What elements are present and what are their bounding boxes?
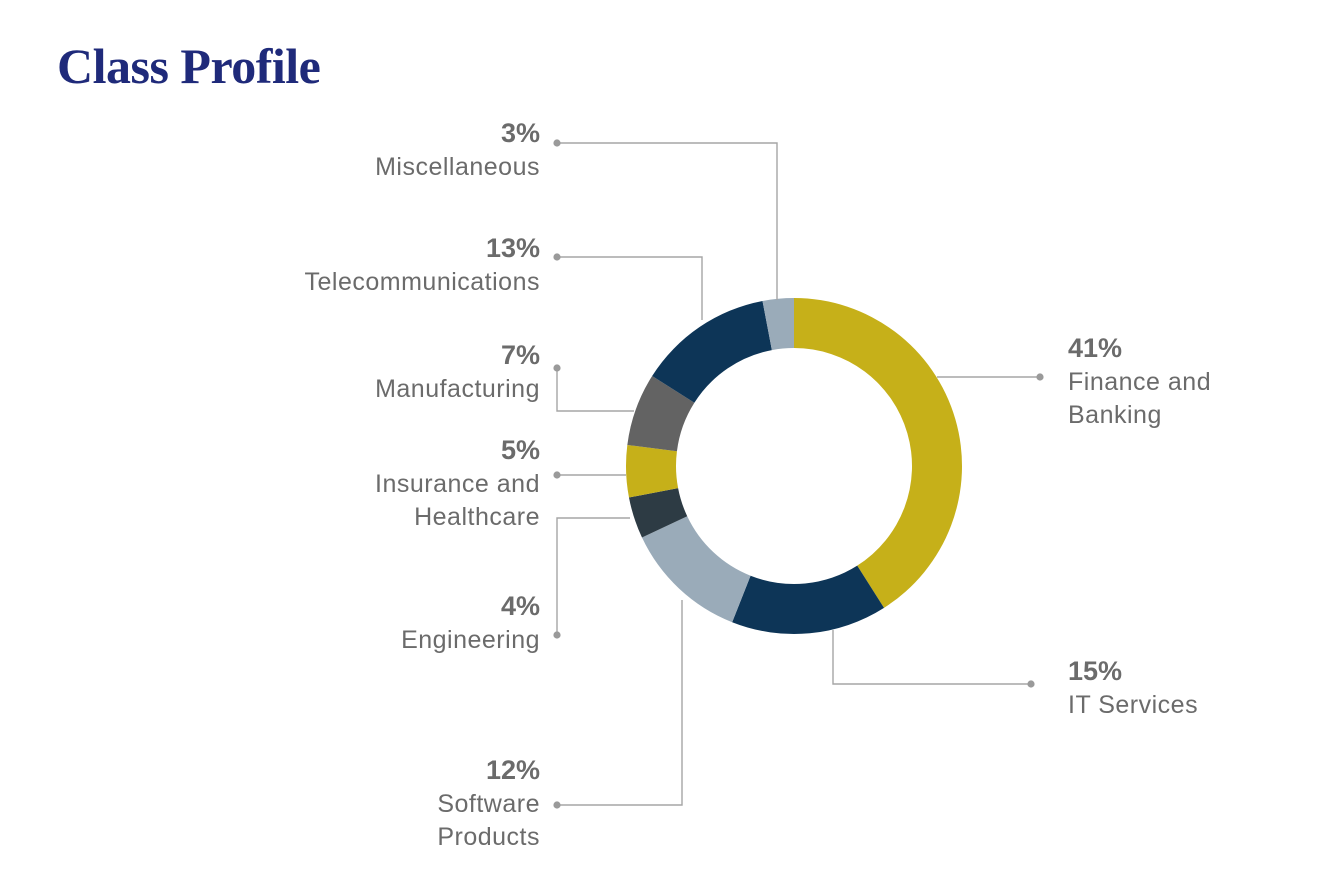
category-label-manufacturing: Manufacturing [375, 375, 540, 403]
category-label-miscellaneous: Miscellaneous [375, 153, 540, 181]
leader-line-miscellaneous [557, 142, 778, 300]
leader-line-engineering [556, 517, 630, 635]
slice-labels: 41% Finance and Banking 15% IT Services 12% So… [305, 118, 1211, 851]
leader-lines [553, 139, 1044, 809]
value-label-software-products: 12% [486, 755, 540, 785]
category-label-finance-and-banking-line-1: Finance and [1068, 368, 1211, 396]
value-label-miscellaneous: 3% [501, 118, 540, 148]
slice-engineering [628, 488, 688, 538]
slice-it-services [732, 565, 885, 634]
category-label-it-services: IT Services [1068, 691, 1198, 719]
leader-dot-telecommunications [553, 253, 561, 261]
leader-line-it-services [832, 630, 1031, 685]
value-label-manufacturing: 7% [501, 340, 540, 370]
leader-line-telecommunications [557, 256, 703, 320]
slice-insurance-and-healthcare [626, 444, 679, 498]
leader-line-software-products [557, 600, 683, 806]
leader-dot-manufacturing [553, 364, 561, 372]
leader-dot-it-services [1027, 680, 1035, 688]
donut-slices [626, 298, 962, 634]
value-label-it-services: 15% [1068, 656, 1122, 686]
value-label-finance-and-banking: 41% [1068, 333, 1122, 363]
leader-dot-miscellaneous [553, 139, 561, 147]
category-label-insurance-and-healthcare-line-1: Insurance and [375, 470, 540, 498]
slice-telecommunications [652, 300, 772, 403]
category-label-telecommunications: Telecommunications [305, 268, 541, 296]
category-label-insurance-and-healthcare-line-2: Healthcare [414, 503, 540, 531]
leader-dot-insurance-and-healthcare [553, 471, 561, 479]
leader-line-manufacturing [556, 368, 634, 412]
leader-dot-software-products [553, 801, 561, 809]
category-label-engineering: Engineering [401, 626, 540, 654]
slice-miscellaneous [762, 298, 794, 351]
slice-software-products [641, 516, 751, 623]
value-label-telecommunications: 13% [486, 233, 540, 263]
page-title: Class Profile [57, 38, 321, 94]
value-label-engineering: 4% [501, 591, 540, 621]
leader-dot-finance-and-banking [1036, 373, 1044, 381]
category-label-software-products-line-2: Products [437, 823, 540, 851]
slice-finance-and-banking [794, 298, 962, 608]
category-label-software-products-line-1: Software [437, 790, 540, 818]
slice-manufacturing [627, 375, 695, 452]
value-label-insurance-and-healthcare: 5% [501, 435, 540, 465]
category-label-finance-and-banking-line-2: Banking [1068, 401, 1162, 429]
leader-dot-engineering [553, 631, 561, 639]
